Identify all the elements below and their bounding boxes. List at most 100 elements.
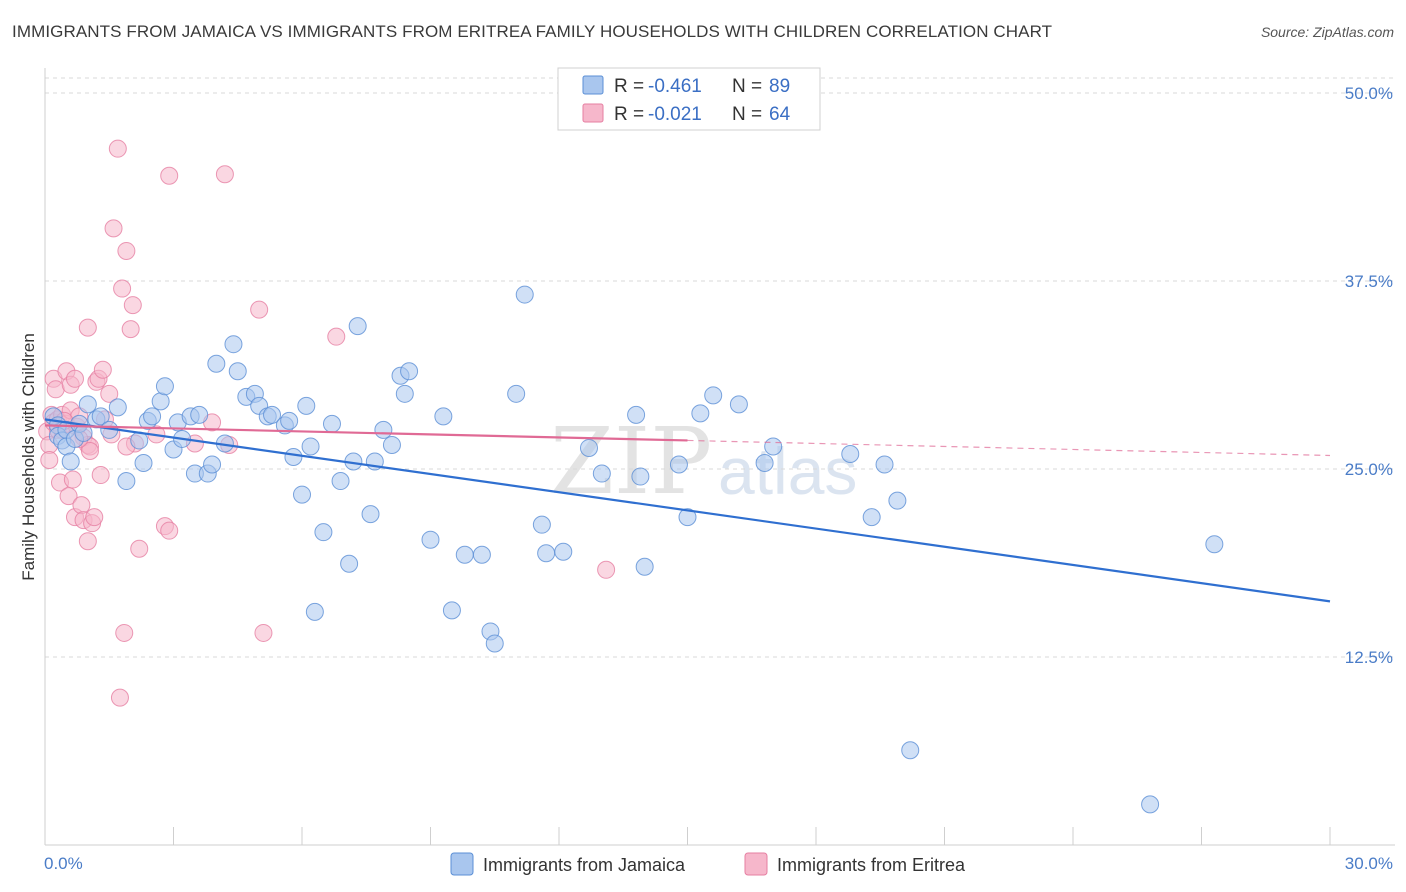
eritrea-point-47 bbox=[130, 539, 149, 558]
legend-swatch-eritrea bbox=[582, 103, 604, 123]
eritrea-point-39 bbox=[108, 139, 127, 158]
jamaica-point-12 bbox=[91, 407, 110, 426]
source-label: Source: ZipAtlas.com bbox=[1260, 24, 1394, 40]
jamaica-point-49 bbox=[340, 554, 359, 573]
jamaica-trend-line bbox=[44, 418, 1331, 603]
jamaica-point-71 bbox=[579, 438, 598, 457]
jamaica-point-86 bbox=[888, 491, 907, 510]
jamaica-point-82 bbox=[764, 437, 783, 456]
jamaica-point-65 bbox=[485, 634, 504, 653]
jamaica-point-52 bbox=[361, 505, 380, 524]
jamaica-point-43 bbox=[297, 396, 316, 415]
jamaica-point-45 bbox=[305, 602, 324, 621]
jamaica-point-89 bbox=[1205, 535, 1224, 554]
jamaica-point-62 bbox=[455, 545, 474, 564]
series-legend-label-eritrea: Immigrants from Eritrea bbox=[777, 855, 966, 875]
series-legend-swatch-jamaica bbox=[450, 852, 474, 876]
axes bbox=[44, 68, 1395, 846]
eritrea-point-58 bbox=[597, 560, 616, 579]
jamaica-point-29 bbox=[203, 455, 222, 474]
jamaica-point-75 bbox=[635, 557, 654, 576]
eritrea-point-36 bbox=[100, 384, 119, 403]
eritrea-point-33 bbox=[91, 466, 110, 485]
correlation-legend: R = -0.461 N = 89 R = -0.021 N = 64 bbox=[557, 67, 821, 131]
eritrea-point-55 bbox=[250, 300, 269, 319]
eritrea-point-57 bbox=[327, 327, 346, 346]
eritrea-trend-line-extension bbox=[687, 439, 1331, 457]
jamaica-point-32 bbox=[224, 335, 243, 354]
jamaica-point-14 bbox=[108, 398, 127, 417]
jamaica-point-51 bbox=[348, 317, 367, 336]
y-tick-label-3: 50.0% bbox=[1345, 84, 1393, 103]
jamaica-point-19 bbox=[143, 407, 162, 426]
jamaica-point-54 bbox=[374, 420, 393, 439]
eritrea-point-30 bbox=[85, 508, 104, 527]
jamaica-point-6 bbox=[61, 452, 80, 471]
jamaica-point-76 bbox=[669, 455, 688, 474]
jamaica-point-55 bbox=[382, 435, 401, 454]
legend-r-label-eritrea: R = bbox=[614, 104, 644, 125]
series-legend-swatch-eritrea bbox=[744, 852, 768, 876]
legend-n-value-jamaica: 89 bbox=[769, 76, 790, 97]
eritrea-point-50 bbox=[160, 166, 179, 185]
jamaica-point-74 bbox=[631, 467, 650, 486]
jamaica-point-33 bbox=[228, 362, 247, 381]
series-legend-label-jamaica: Immigrants from Jamaica bbox=[483, 855, 686, 875]
jamaica-point-57 bbox=[395, 384, 414, 403]
gridlines bbox=[45, 77, 1395, 658]
eritrea-point-14 bbox=[59, 487, 78, 506]
eritrea-point-42 bbox=[115, 623, 134, 642]
jamaica-point-67 bbox=[515, 285, 534, 304]
eritrea-point-59 bbox=[80, 441, 99, 460]
jamaica-point-21 bbox=[155, 377, 174, 396]
eritrea-point-25 bbox=[78, 318, 97, 337]
jamaica-point-58 bbox=[400, 362, 419, 381]
jamaica-point-60 bbox=[434, 407, 453, 426]
tick-labels: 12.5% 25.0% 37.5% 50.0% 0.0% 30.0% bbox=[44, 84, 1393, 873]
jamaica-point-63 bbox=[472, 545, 491, 564]
jamaica-point-87 bbox=[901, 741, 920, 760]
jamaica-point-46 bbox=[314, 523, 333, 542]
y-axis-label: Family Households with Children bbox=[19, 333, 38, 581]
legend-r-value-eritrea: -0.021 bbox=[648, 104, 702, 125]
legend-n-label-eritrea: N = bbox=[732, 104, 762, 125]
legend-n-value-eritrea: 64 bbox=[769, 104, 791, 125]
jamaica-point-38 bbox=[263, 405, 282, 424]
eritrea-point-45 bbox=[123, 296, 142, 315]
y-tick-label-2: 37.5% bbox=[1345, 272, 1393, 291]
jamaica-point-85 bbox=[875, 455, 894, 474]
jamaica-point-73 bbox=[627, 405, 646, 424]
eritrea-point-40 bbox=[110, 688, 129, 707]
eritrea-point-43 bbox=[117, 241, 136, 260]
jamaica-point-47 bbox=[322, 414, 341, 433]
jamaica-point-48 bbox=[331, 472, 350, 491]
eritrea-point-41 bbox=[113, 279, 132, 298]
jamaica-point-30 bbox=[207, 354, 226, 373]
trend-lines bbox=[44, 418, 1331, 603]
eritrea-trend-line bbox=[44, 424, 688, 442]
y-tick-label-1: 25.0% bbox=[1345, 460, 1393, 479]
legend-r-label-jamaica: R = bbox=[614, 76, 644, 97]
legend-swatch-jamaica bbox=[582, 75, 604, 95]
watermark-zip: ZIP bbox=[550, 408, 712, 515]
eritrea-point-53 bbox=[215, 165, 234, 184]
jamaica-point-77 bbox=[678, 508, 697, 527]
eritrea-point-6 bbox=[46, 380, 65, 399]
eritrea-point-2 bbox=[40, 450, 59, 469]
legend-r-value-jamaica: -0.461 bbox=[648, 76, 702, 97]
series-legend: Immigrants from Jamaica Immigrants from … bbox=[450, 852, 966, 876]
eritrea-point-22 bbox=[72, 496, 91, 515]
jamaica-point-83 bbox=[841, 444, 860, 463]
jamaica-point-17 bbox=[134, 454, 153, 473]
jamaica-point-10 bbox=[78, 395, 97, 414]
x-tick-label-0: 0.0% bbox=[44, 854, 83, 873]
jamaica-point-66 bbox=[507, 384, 526, 403]
eritrea-point-18 bbox=[65, 369, 84, 388]
eritrea-point-38 bbox=[104, 219, 123, 238]
jamaica-point-69 bbox=[537, 544, 556, 563]
jamaica-point-44 bbox=[301, 437, 320, 456]
chart-title: IMMIGRANTS FROM JAMAICA VS IMMIGRANTS FR… bbox=[12, 22, 1053, 41]
jamaica-point-42 bbox=[293, 485, 311, 504]
jamaica-point-15 bbox=[117, 472, 136, 491]
eritrea-point-34 bbox=[93, 360, 112, 379]
